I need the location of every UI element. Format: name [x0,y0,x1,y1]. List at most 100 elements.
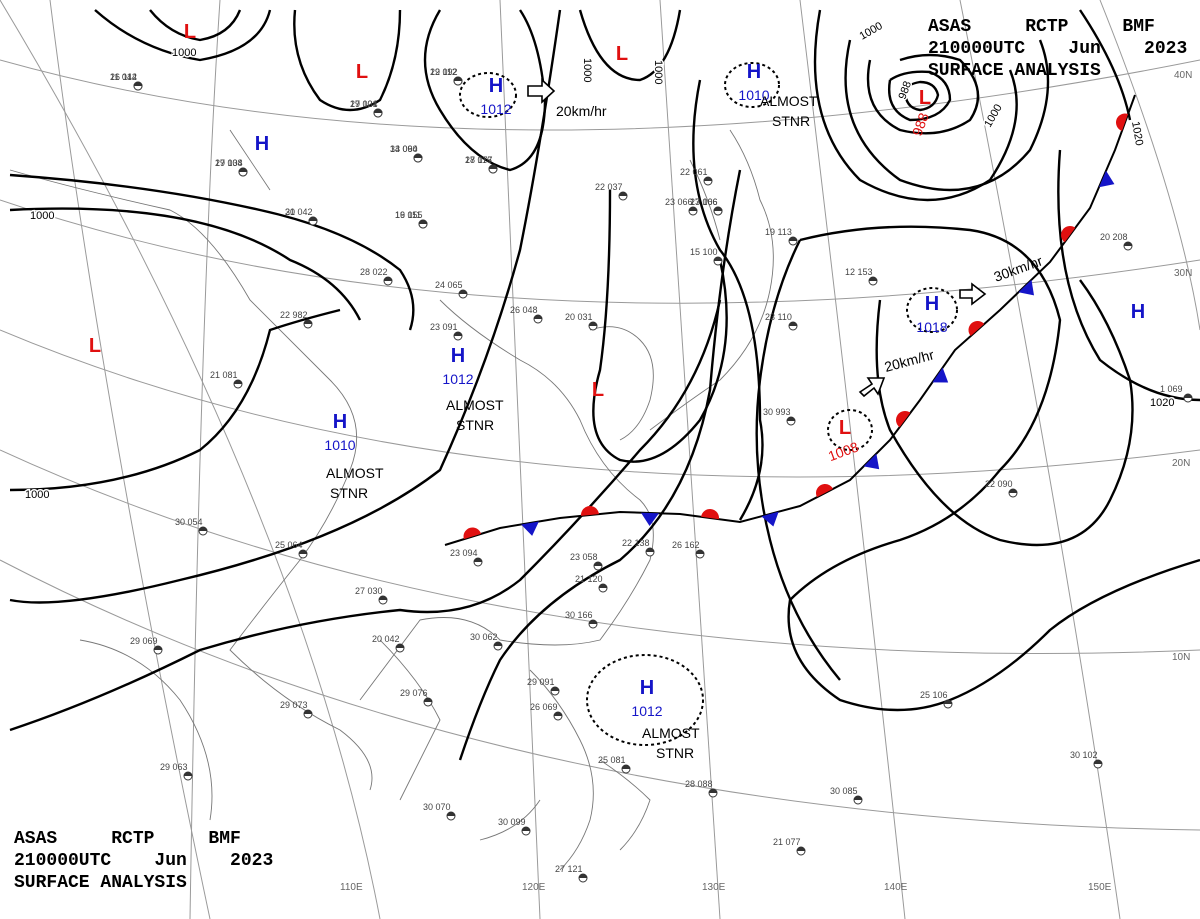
station-values: 33 090 [390,144,418,154]
station-plot: 12 153 [845,267,878,286]
station-plot: 30 166 [565,610,598,629]
station-values: 29 104 [350,99,378,109]
warm-front-semicircle [1116,113,1129,131]
station-values: 1 069 [1160,384,1183,394]
dashed-centers [459,62,958,746]
map-annotation: ALMOST [642,725,700,741]
map-annotation: ALMOST [760,93,818,109]
station-values: 29 091 [527,677,555,687]
station-plot: 27 108 [215,158,248,177]
station-plot: 33 090 [390,144,423,163]
parallel-0 [0,559,1200,831]
station-plot: 30 099 [498,817,531,836]
map-annotation: STNR [772,113,810,129]
map-annotation: STNR [330,485,368,501]
map-annotation: 20km/hr [556,103,607,119]
station-plot: 22 037 [595,182,628,201]
header-line-3: SURFACE ANALYSIS [928,61,1101,81]
isobar-label: 1000 [172,47,196,59]
station-plot: 23 110 [765,312,798,331]
isobar-label: 1000 [581,58,593,82]
station-values: 28 088 [685,779,713,789]
station-plot: 29 112 [430,67,463,86]
central-pressure-value: 1018 [916,319,947,335]
station-values: 29 063 [160,762,188,772]
latitude-label: 40N [1174,70,1192,81]
longitude-label: 140E [884,882,908,893]
station-values: 28 022 [360,267,388,277]
station-plot: 20 042 [372,634,405,653]
station-values: 30 099 [498,817,526,827]
header-line-1: ASAS RCTP BMF [928,17,1155,37]
low-pressure-symbol: L [592,379,604,401]
station-plot: 26 114 [110,72,143,91]
station-values: 27 108 [215,158,243,168]
central-pressure-value: 1010 [738,87,769,103]
low-pressure-symbol: L [89,335,101,357]
header-line-1-bottom: ASAS RCTP BMF [14,829,241,849]
station-plot: 20 208 [1100,232,1133,251]
isobar-label: 1000 [25,489,49,501]
station-plot: 28 116 [465,155,498,174]
parallel-30n [0,199,1200,304]
central-pressure-value: 1012 [480,101,511,117]
warm-front-semicircle [816,484,833,498]
station-values: 16 111 [395,210,421,220]
station-values: 17 021 [350,99,378,109]
station-values: 20 042 [372,634,400,644]
coastlines [9,129,774,871]
station-plot: 29 076 [400,688,433,707]
station-values: 19 055 [395,210,423,220]
station-values: 21 120 [575,574,603,584]
header-bottom-left: ASAS RCTP BMF 210000UTC Jun 2023 SURFACE… [14,828,273,894]
isobar-label: 1020 [1150,397,1174,409]
station-plot: 23 094 [450,548,483,567]
station-values: 23 094 [450,548,478,558]
station-values: 26 114 [110,72,137,82]
station-values: 30 085 [830,786,858,796]
station-values: 29 112 [430,67,457,77]
station-plot: 22 982 [280,310,313,329]
station-values: 28 116 [465,155,492,165]
longitude-label: 120E [522,882,546,893]
high-pressure-symbol: H [640,677,654,699]
station-plot: 24 065 [435,280,468,299]
station-values: 15 100 [690,247,718,257]
station-plot: 30 070 [423,802,456,821]
station-plot: 22 138 [622,538,655,557]
high-pressure-symbol: H [1131,301,1145,323]
high-pressure-symbol: H [333,411,347,433]
station-values: 30 070 [423,802,451,812]
central-pressure-value: 1012 [631,703,662,719]
isobars [9,9,1200,761]
station-plot: 23 091 [430,322,463,341]
cold-front-triangle [521,521,539,536]
warm-front-semicircle [701,509,719,520]
central-pressure-value: 988 [909,110,932,138]
station-plot: 30 102 [1070,750,1103,769]
station-plot: 29 104 [350,99,383,118]
isobar-label: 1000 [652,60,664,84]
station-plot: 23 058 [570,552,603,571]
station-plot: 26 162 [672,540,705,559]
cold-front-triangle [1018,279,1035,296]
station-plot: 29 073 [280,700,313,719]
station-values: 27 121 [555,864,583,874]
station-values: 27 106 [690,197,718,207]
stationary-fronts [444,94,1136,546]
header-line-2-bottom: 210000UTC Jun 2023 [14,851,274,871]
station-values: 20 208 [1100,232,1128,242]
station-plot: 31 [285,207,318,226]
station-plot: 30 054 [175,517,208,536]
station-values: 22 037 [595,182,623,192]
station-values: 31 [285,207,295,217]
meridian-140e [799,0,906,919]
station-plot: 28 088 [685,779,718,798]
high-pressure-symbol: H [255,133,269,155]
warm-front-semicircle [1061,226,1076,243]
latitude-label: 20N [1172,458,1190,469]
station-plot: 21 077 [773,837,806,856]
station-plot: 15 100 [690,247,723,266]
meridian-150e [959,0,1121,919]
